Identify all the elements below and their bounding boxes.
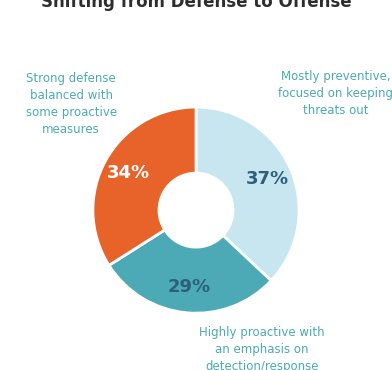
Text: 29%: 29% (167, 278, 210, 296)
Text: Strong defense
balanced with
some proactive
measures: Strong defense balanced with some proact… (25, 73, 117, 137)
Wedge shape (93, 107, 196, 265)
Text: 34%: 34% (107, 164, 150, 182)
Wedge shape (196, 107, 299, 281)
Text: Mostly preventive,
focused on keeping
threats out: Mostly preventive, focused on keeping th… (278, 70, 392, 117)
Text: 37%: 37% (245, 171, 289, 188)
Title: Shifting from Defense to Offense: Shifting from Defense to Offense (41, 0, 351, 11)
Text: Highly proactive with
an emphasis on
detection/response: Highly proactive with an emphasis on det… (199, 326, 325, 370)
Wedge shape (109, 230, 271, 313)
